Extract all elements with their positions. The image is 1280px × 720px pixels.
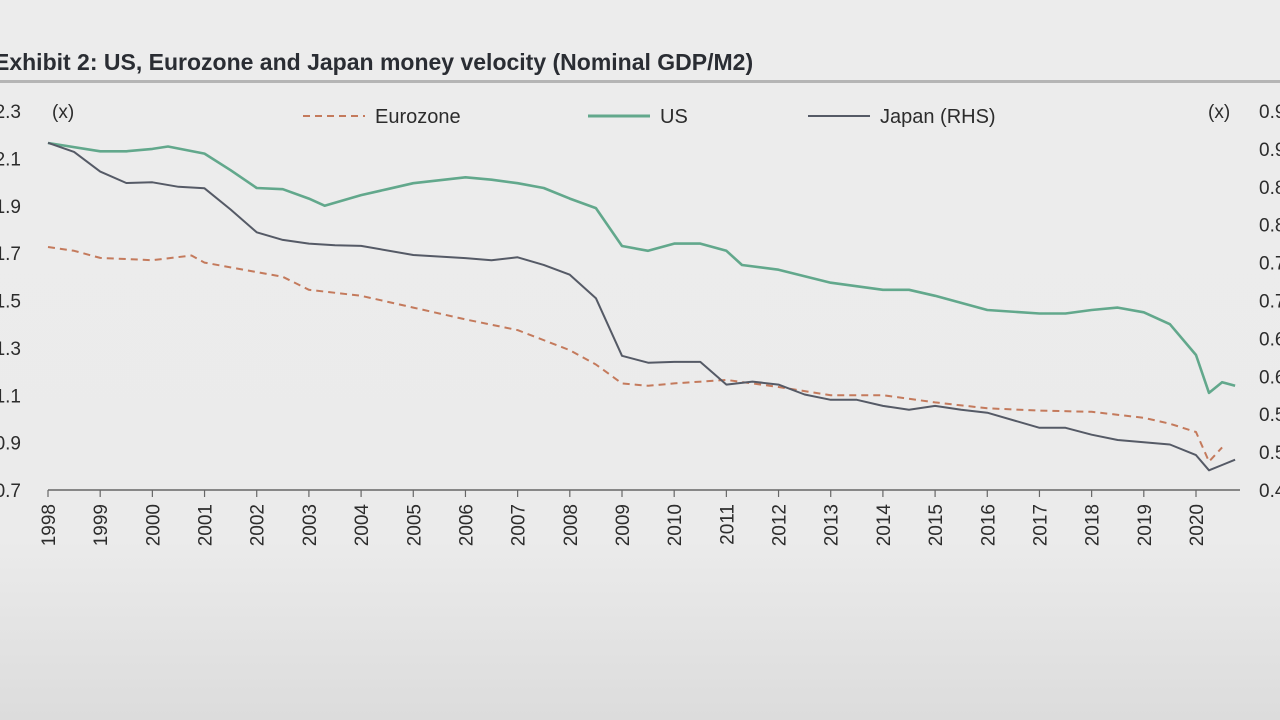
right-tick-label: 0.75	[1259, 254, 1280, 275]
x-tick-label: 2010	[665, 504, 686, 546]
right-tick-label: 0.55	[1259, 405, 1280, 426]
x-tick-label: 2013	[822, 504, 843, 546]
series-line-japan-rhs	[47, 141, 1236, 472]
left-tick-label: 1.7	[0, 244, 21, 265]
x-tick-label: 2016	[978, 504, 999, 546]
left-axis-unit: (x)	[52, 102, 74, 123]
x-tick-label: 2009	[613, 504, 634, 546]
left-tick-label: 1.5	[0, 292, 21, 313]
x-tick-label: 1999	[91, 504, 112, 546]
x-tick-label: 2020	[1187, 504, 1208, 546]
legend-label: Eurozone	[375, 106, 461, 128]
left-tick-label: 2.3	[0, 102, 21, 123]
x-tick-label: 2005	[404, 504, 425, 546]
right-tick-label: 0.80	[1259, 216, 1280, 237]
x-tick-label: 2003	[300, 504, 321, 546]
x-tick-label: 2017	[1030, 504, 1051, 546]
x-tick-label: 2011	[717, 504, 738, 545]
left-tick-label: 1.3	[0, 339, 21, 360]
left-tick-label: 2.1	[0, 149, 21, 170]
left-tick-label: 1.1	[0, 386, 21, 407]
x-tick-label: 2015	[926, 504, 947, 546]
right-tick-label: 0.70	[1259, 292, 1280, 313]
right-tick-label: 0.60	[1259, 367, 1280, 388]
x-tick-label: 2008	[561, 504, 582, 546]
x-tick-label: 2001	[196, 504, 217, 546]
x-tick-label: 2019	[1135, 504, 1156, 546]
left-tick-label: 1.9	[0, 197, 21, 218]
chart-title: Exhibit 2: US, Eurozone and Japan money …	[0, 49, 754, 75]
x-tick-label: 2006	[456, 504, 477, 546]
series-line-eurozone	[47, 246, 1223, 463]
right-tick-label: 0.45	[1259, 481, 1280, 502]
right-tick-label: 0.50	[1259, 443, 1280, 464]
x-tick-label: 2007	[509, 504, 530, 546]
series-line-us	[47, 141, 1236, 395]
x-tick-label: 2002	[248, 504, 269, 546]
legend-label: Japan (RHS)	[880, 106, 996, 128]
x-tick-label: 2000	[143, 504, 164, 546]
x-tick-label: 1998	[39, 504, 60, 546]
left-tick-label: 0.9	[0, 434, 21, 455]
left-tick-label: 0.7	[0, 481, 21, 502]
x-tick-label: 2004	[352, 504, 373, 547]
x-tick-label: 2012	[770, 504, 791, 546]
right-tick-label: 0.90	[1259, 140, 1280, 161]
right-tick-label: 0.95	[1259, 102, 1280, 123]
x-tick-label: 2018	[1083, 504, 1104, 546]
right-tick-label: 0.85	[1259, 178, 1280, 199]
legend-label: US	[660, 106, 688, 128]
right-axis-unit: (x)	[1208, 102, 1230, 123]
right-tick-label: 0.65	[1259, 329, 1280, 350]
title-divider	[0, 80, 1280, 83]
x-tick-label: 2014	[874, 504, 895, 547]
